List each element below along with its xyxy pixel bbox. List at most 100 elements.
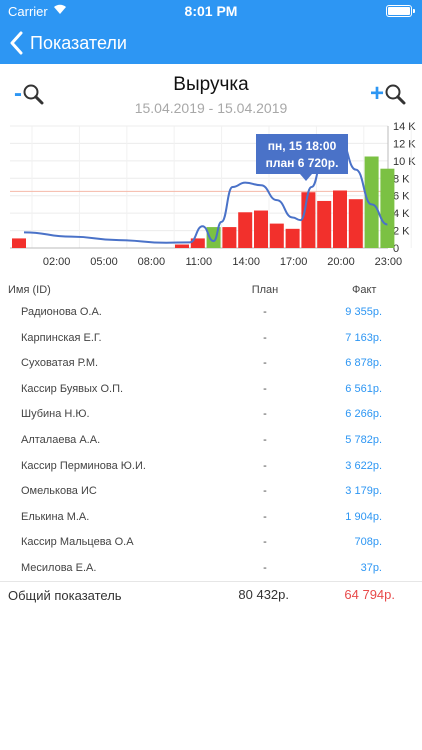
employee-name: Омелькова ИС <box>21 485 97 498</box>
employee-plan: - <box>263 357 267 370</box>
tooltip-value: план 6 720р. <box>266 156 339 170</box>
x-tick-label: 23:00 <box>375 256 403 268</box>
zoom-out-button[interactable]: - <box>14 80 44 108</box>
x-tick-label: 11:00 <box>185 256 212 268</box>
employee-plan: - <box>263 382 267 395</box>
table-row[interactable]: Омелькова ИС - 3 179р. <box>0 480 422 506</box>
total-plan: 80 432р. <box>238 587 289 602</box>
revenue-bar <box>317 200 332 248</box>
employee-plan: - <box>263 510 267 523</box>
employee-name: Месилова Е.А. <box>21 562 97 574</box>
chevron-left-icon <box>10 31 23 55</box>
revenue-chart-svg[interactable]: 0 2 K 4 K 6 K 8 K 10 K 12 K 14 K 02:00 05:00 08:00… <box>0 118 422 273</box>
employee-name: Кассир Буявых О.П. <box>21 382 124 395</box>
employee-name: Радионова О.А. <box>21 306 102 318</box>
magnifier-icon <box>385 84 406 105</box>
y-tick-label: 14 K <box>393 121 416 133</box>
employee-plan: - <box>263 306 267 318</box>
employee-name: Елькина М.А. <box>21 510 90 523</box>
chart-date-range: 15.04.2019 - 15.04.2019 <box>134 100 288 116</box>
x-tick-label: 08:00 <box>138 256 166 268</box>
x-tick-label: 02:00 <box>43 256 71 268</box>
table-row[interactable]: Кассир Перминова Ю.И. - 3 622р. <box>0 455 422 481</box>
employee-name: Суховатая Р.М. <box>21 357 99 370</box>
employee-fact: 7 163р. <box>345 331 382 344</box>
employee-fact: 5 782р. <box>345 434 382 446</box>
employee-plan: - <box>263 331 267 344</box>
revenue-bar <box>254 210 268 248</box>
battery-icon <box>386 5 415 17</box>
x-tick-label: 20:00 <box>327 256 355 268</box>
table-row[interactable]: Месилова Е.А. - 37р. <box>0 557 422 583</box>
table-row[interactable]: Карпинская Е.Г. - 7 163р. <box>0 327 422 353</box>
plus-sign: + <box>369 80 384 107</box>
tooltip-arrow <box>300 174 312 181</box>
employee-name: Кассир Перминова Ю.И. <box>21 459 146 472</box>
table-row[interactable]: Кассир Мальцева О.А - 708р. <box>0 531 422 557</box>
status-bar: Carrier 8:01 PM <box>0 0 422 22</box>
employee-fact: 708р. <box>354 536 382 549</box>
employee-fact: 1 904р. <box>345 510 382 523</box>
revenue-bar <box>380 168 395 248</box>
employee-fact: 6 878р. <box>345 357 382 370</box>
revenue-bar <box>285 228 300 248</box>
table-row[interactable]: Шубина Н.Ю. - 6 266р. <box>0 403 422 429</box>
y-tick-label: 2 K <box>393 226 410 238</box>
revenue-bar <box>333 190 347 248</box>
employee-fact: 6 266р. <box>345 408 382 421</box>
revenue-bar <box>364 156 379 248</box>
y-tick-label: 6 K <box>393 191 410 203</box>
revenue-chart[interactable]: 0 2 K 4 K 6 K 8 K 10 K 12 K 14 K 02:00 05:00 08:00… <box>0 118 422 273</box>
employee-plan: - <box>263 408 267 421</box>
employee-fact: 37р. <box>360 562 382 574</box>
table-row[interactable]: Алталаева А.А. - 5 782р. <box>0 429 422 455</box>
wifi-icon <box>54 4 66 14</box>
employee-plan: - <box>263 459 267 472</box>
table-row[interactable]: Суховатая Р.М. - 6 878р. <box>0 352 422 378</box>
total-fact: 64 794р. <box>344 587 395 602</box>
employee-name: Карпинская Е.Г. <box>21 331 102 344</box>
employee-plan: - <box>263 434 267 446</box>
tooltip-box <box>256 134 348 174</box>
employee-plan: - <box>263 562 267 574</box>
tooltip-date: пн, 15 18:00 <box>268 139 337 153</box>
table-row[interactable]: Радионова О.А. - 9 355р. <box>0 301 422 327</box>
employee-name: Шубина Н.Ю. <box>21 408 90 421</box>
status-time: 8:01 PM <box>184 3 238 19</box>
employee-fact: 3 622р. <box>345 459 382 472</box>
employee-plan: - <box>263 485 267 498</box>
x-tick-label: 17:00 <box>280 256 308 268</box>
header-fact: Факт <box>352 284 377 296</box>
total-row: Общий показатель 80 432р. 64 794р. <box>0 581 422 609</box>
revenue-bar <box>222 227 237 248</box>
header-plan: План <box>251 284 279 296</box>
y-tick-label: 8 K <box>393 173 410 185</box>
app-header: Carrier 8:01 PM Показатели <box>0 0 422 64</box>
revenue-bar <box>175 244 189 248</box>
y-tick-label: 4 K <box>393 208 410 220</box>
employee-fact: 3 179р. <box>345 485 382 498</box>
revenue-bar <box>12 238 26 248</box>
back-button[interactable]: Показатели <box>8 28 127 58</box>
employee-fact: 6 561р. <box>345 382 382 395</box>
minus-sign: - <box>14 80 22 107</box>
employee-name: Кассир Мальцева О.А <box>21 536 134 549</box>
x-tick-label: 14:00 <box>232 256 260 268</box>
chart-title: Выручка <box>173 74 249 95</box>
table-row[interactable]: Елькина М.А. - 1 904р. <box>0 506 422 532</box>
revenue-bar <box>190 238 205 248</box>
navigation-bar: Показатели <box>0 22 422 64</box>
table-row[interactable]: Кассир Буявых О.П. - 6 561р. <box>0 378 422 404</box>
header-name: Имя (ID) <box>8 284 51 296</box>
total-label: Общий показатель <box>8 588 122 603</box>
x-tick-label: 05:00 <box>90 256 118 268</box>
revenue-bar <box>301 192 316 248</box>
revenue-bar <box>348 199 363 248</box>
revenue-bar <box>238 212 253 248</box>
zoom-in-button[interactable]: + <box>370 80 406 108</box>
y-tick-label: 10 K <box>393 156 416 168</box>
employee-fact: 9 355р. <box>345 306 382 318</box>
magnifier-icon <box>23 84 44 105</box>
revenue-bar <box>269 223 284 248</box>
y-tick-label: 12 K <box>393 138 416 150</box>
